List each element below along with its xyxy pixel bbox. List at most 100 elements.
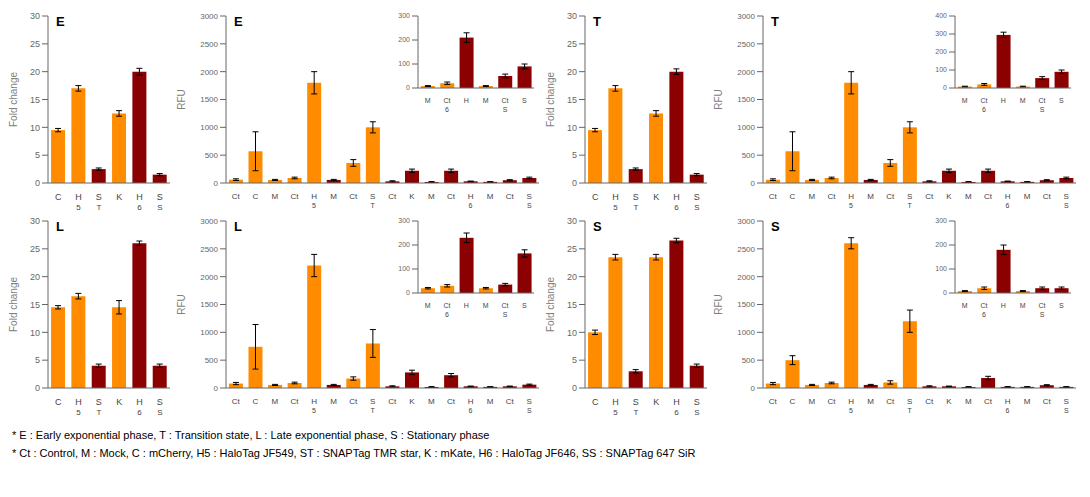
svg-text:0: 0: [943, 289, 947, 296]
svg-text:500: 500: [742, 356, 756, 365]
svg-text:Fold change: Fold change: [545, 72, 556, 127]
svg-text:5: 5: [76, 408, 81, 417]
svg-text:S: S: [1064, 192, 1069, 201]
svg-text:0: 0: [751, 384, 756, 393]
svg-text:T: T: [633, 203, 638, 212]
svg-text:100: 100: [935, 66, 947, 73]
svg-text:2000: 2000: [200, 68, 218, 77]
svg-text:S: S: [1064, 202, 1069, 209]
svg-text:6: 6: [1006, 202, 1010, 209]
svg-text:Ct: Ct: [349, 397, 358, 406]
svg-text:S: S: [633, 397, 639, 407]
svg-text:200: 200: [935, 48, 947, 55]
svg-text:5: 5: [849, 407, 853, 414]
svg-text:S: S: [694, 397, 700, 407]
svg-text:M: M: [483, 97, 489, 104]
svg-text:6: 6: [982, 106, 986, 112]
svg-text:1000: 1000: [200, 123, 218, 132]
svg-text:Ct: Ct: [886, 397, 895, 406]
svg-text:1500: 1500: [737, 95, 755, 104]
svg-text:S: S: [1064, 407, 1069, 414]
svg-text:T: T: [96, 408, 101, 417]
svg-text:M: M: [1024, 397, 1031, 406]
svg-text:1500: 1500: [737, 300, 755, 309]
svg-text:0: 0: [572, 178, 577, 188]
svg-text:H: H: [464, 302, 469, 309]
svg-text:5: 5: [312, 202, 316, 209]
svg-text:25: 25: [30, 244, 40, 254]
svg-text:M: M: [272, 397, 279, 406]
svg-text:100: 100: [398, 60, 410, 67]
svg-text:5: 5: [76, 203, 81, 212]
svg-text:0: 0: [214, 179, 219, 188]
svg-text:M: M: [487, 397, 494, 406]
svg-text:C: C: [252, 192, 258, 201]
svg-text:M: M: [272, 192, 279, 201]
svg-text:0: 0: [214, 384, 219, 393]
svg-text:Ct: Ct: [984, 192, 993, 201]
svg-text:6: 6: [469, 202, 473, 209]
svg-text:RFU: RFU: [176, 294, 187, 315]
svg-text:M: M: [962, 302, 968, 309]
svg-text:S: S: [527, 407, 532, 414]
svg-text:H: H: [1001, 302, 1006, 309]
svg-text:M: M: [1020, 97, 1026, 104]
svg-text:5: 5: [613, 408, 618, 417]
svg-text:Fold change: Fold change: [8, 277, 19, 332]
svg-text:M: M: [425, 97, 431, 104]
svg-text:20: 20: [567, 272, 577, 282]
svg-text:Ct: Ct: [232, 192, 241, 201]
svg-text:Ct: Ct: [349, 192, 358, 201]
svg-text:S: S: [527, 192, 532, 201]
svg-text:2500: 2500: [737, 245, 755, 254]
svg-text:S: S: [527, 202, 532, 209]
svg-text:20: 20: [567, 67, 577, 77]
svg-text:500: 500: [205, 151, 219, 160]
svg-text:5: 5: [35, 355, 40, 365]
svg-text:H: H: [311, 192, 317, 201]
svg-text:0: 0: [572, 383, 577, 393]
svg-text:Ct: Ct: [447, 192, 456, 201]
svg-text:Ct: Ct: [1039, 97, 1046, 104]
svg-text:S: S: [1040, 106, 1045, 112]
svg-text:Ct: Ct: [925, 397, 934, 406]
svg-text:S: S: [157, 203, 162, 212]
svg-text:C: C: [592, 192, 599, 202]
svg-text:H: H: [75, 192, 82, 202]
svg-text:1500: 1500: [200, 300, 218, 309]
svg-text:M: M: [962, 97, 968, 104]
svg-text:M: M: [425, 302, 431, 309]
svg-text:S: S: [907, 192, 912, 201]
svg-text:1000: 1000: [737, 123, 755, 132]
svg-text:15: 15: [567, 300, 577, 310]
svg-text:Ct: Ct: [1043, 192, 1052, 201]
svg-text:S: S: [370, 192, 375, 201]
svg-text:M: M: [330, 397, 337, 406]
svg-text:Ct: Ct: [232, 397, 241, 406]
svg-text:T: T: [96, 203, 101, 212]
svg-text:T: T: [371, 202, 376, 209]
svg-text:RFU: RFU: [713, 294, 724, 315]
svg-text:M: M: [965, 397, 972, 406]
svg-text:S: S: [96, 397, 102, 407]
svg-text:10: 10: [30, 123, 40, 133]
svg-text:3000: 3000: [200, 12, 218, 21]
svg-text:C: C: [592, 397, 599, 407]
svg-text:Ct: Ct: [502, 97, 509, 104]
svg-text:H: H: [1005, 192, 1011, 201]
svg-text:10: 10: [567, 328, 577, 338]
svg-text:6: 6: [445, 106, 449, 112]
svg-text:6: 6: [674, 203, 679, 212]
svg-text:H: H: [1005, 397, 1011, 406]
svg-text:Ct: Ct: [388, 192, 397, 201]
svg-text:S: S: [522, 302, 527, 309]
svg-text:S: S: [1064, 397, 1069, 406]
svg-text:0: 0: [943, 84, 947, 91]
svg-text:H: H: [1001, 97, 1006, 104]
svg-text:5: 5: [572, 150, 577, 160]
svg-text:Ct: Ct: [444, 302, 451, 309]
svg-text:S: S: [522, 97, 527, 104]
svg-text:S: S: [694, 203, 699, 212]
svg-text:M: M: [809, 397, 816, 406]
svg-text:T: T: [908, 202, 913, 209]
